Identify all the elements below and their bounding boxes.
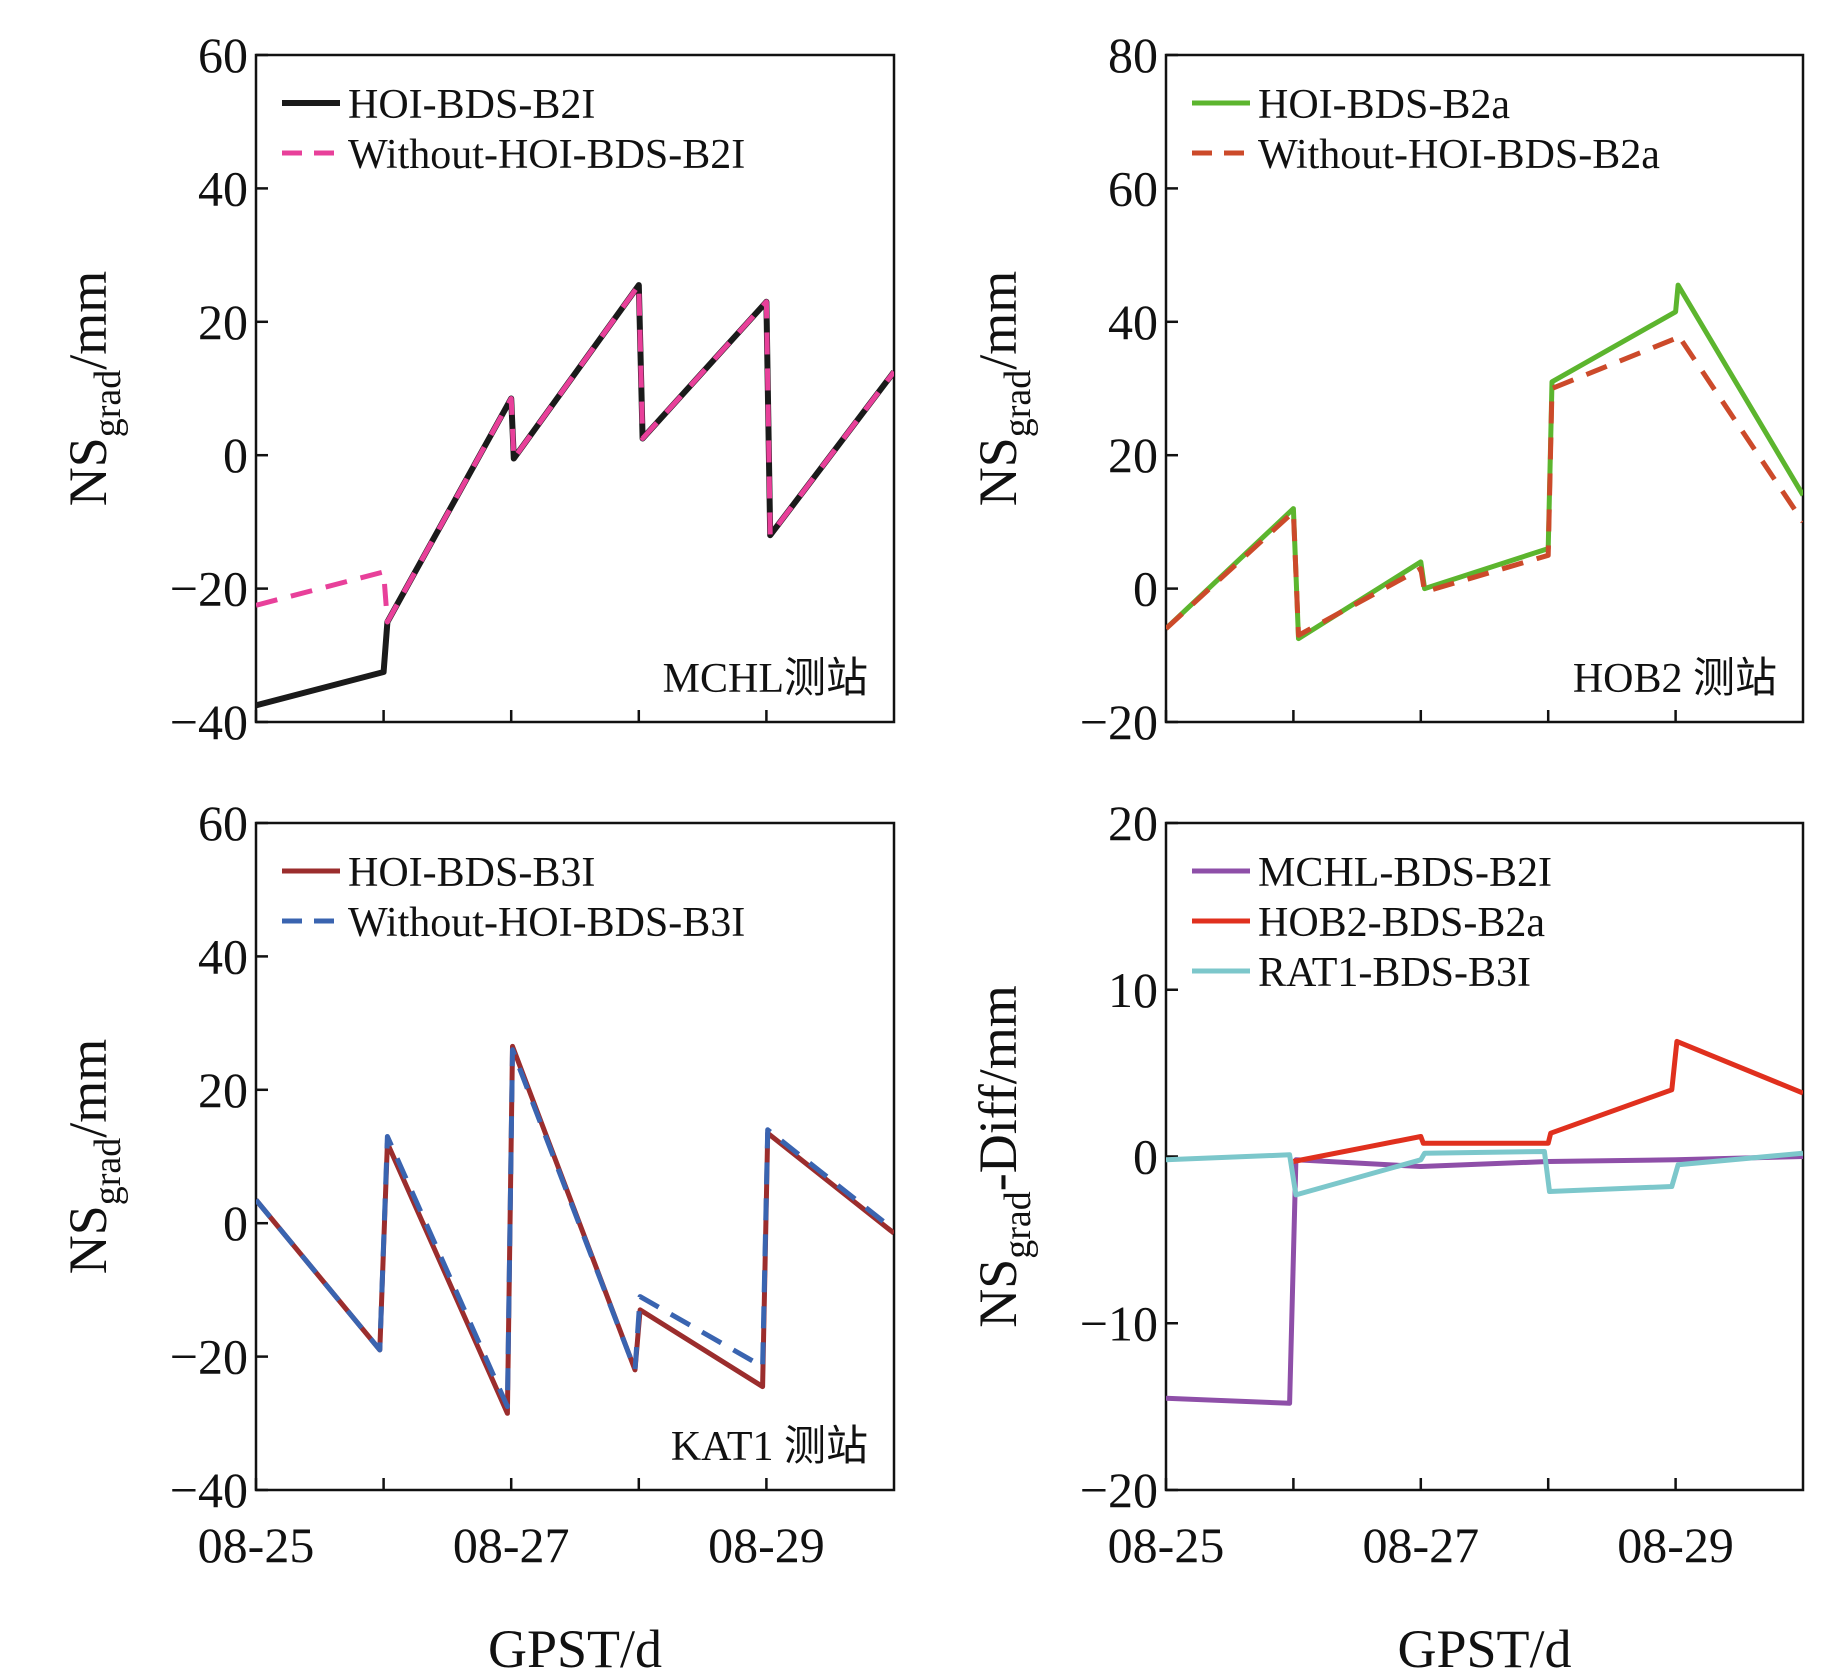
x-tick-label: 08-29: [708, 1517, 825, 1573]
x-axis-label: GPST/d: [1397, 1619, 1571, 1677]
y-tick-label: 20: [1108, 427, 1158, 483]
y-axis-label-main: NS: [58, 437, 118, 506]
x-tick-label: 08-27: [453, 1517, 570, 1573]
station-label: HOB2 测站: [1573, 656, 1777, 702]
y-tick-label: 0: [1133, 561, 1158, 617]
legend-label: Without-HOI-BDS-B2I: [348, 132, 745, 178]
y-axis-label-unit: /mm: [58, 271, 118, 370]
chart-panel-bottom-right: −20 −10 0 10 20 08-25 08-27 08-29 GPST/d NSgrad-D…: [968, 795, 1805, 1677]
y-tick-label: −20: [170, 1329, 248, 1385]
legend-label: HOI-BDS-B2I: [348, 82, 595, 128]
legend-label: Without-HOI-BDS-B2a: [1258, 132, 1660, 178]
legend-label: HOB2-BDS-B2a: [1258, 900, 1545, 946]
x-tick-label: 08-25: [1108, 1517, 1225, 1573]
y-axis-label-unit: -Diff/mm: [968, 985, 1028, 1191]
y-tick-label: −40: [170, 694, 248, 750]
y-axis-label: NSgrad/mm: [58, 271, 129, 507]
chart-panel-top-right: −20 0 20 40 60 80 NSgrad/mm HOI-BDS-B2aWithout-…: [968, 27, 1805, 750]
y-tick-label: 0: [223, 1195, 248, 1251]
y-tick-label: 40: [1108, 294, 1158, 350]
legend-label: MCHL-BDS-B2I: [1258, 850, 1552, 896]
y-tick-label: 10: [1108, 962, 1158, 1018]
y-tick-label: 60: [1108, 160, 1158, 216]
series-line-Without-HOI-BDS-B2I: [256, 282, 894, 625]
x-tick-label: 08-27: [1362, 1517, 1479, 1573]
series-line-RAT1-BDS-B3I: [1166, 1149, 1803, 1198]
y-tick-label: 80: [1108, 27, 1158, 83]
y-axis-label-main: NS: [968, 437, 1028, 506]
chart-panel-top-left: −40 −20 0 20 40 60 NSgrad/mm HOI-BDS-B2IWithout…: [58, 27, 896, 750]
y-tick-label: 40: [198, 160, 248, 216]
y-tick-label: −20: [170, 561, 248, 617]
legend-label: RAT1-BDS-B3I: [1258, 950, 1531, 996]
series-line-HOB2-BDS-B2a: [1292, 1038, 1803, 1164]
y-tick-label: 20: [198, 1062, 248, 1118]
plot-frame: [254, 53, 896, 724]
y-tick-label: 60: [198, 27, 248, 83]
y-tick-label: 20: [1108, 795, 1158, 851]
y-tick-label: −20: [1080, 1462, 1158, 1518]
legend-label: Without-HOI-BDS-B3I: [348, 900, 745, 946]
station-label: KAT1 测站: [671, 1424, 868, 1470]
x-tick-label: 08-29: [1617, 1517, 1734, 1573]
y-axis-label: NSgrad/mm: [968, 271, 1039, 507]
x-axis-label: GPST/d: [488, 1619, 662, 1677]
legend-label: HOI-BDS-B2a: [1258, 82, 1510, 128]
y-tick-label: 60: [198, 795, 248, 851]
series-line-HOI-BDS-B3I: [256, 1043, 894, 1416]
y-axis-label: NSgrad-Diff/mm: [968, 985, 1039, 1328]
y-axis-label-subscript: grad: [87, 370, 129, 438]
station-label: MCHL测站: [663, 656, 868, 702]
series-line-Without-HOI-BDS-B3I: [256, 1047, 894, 1410]
y-tick-label: −20: [1080, 694, 1158, 750]
y-axis-label-unit: /mm: [968, 271, 1028, 370]
y-tick-label: −40: [170, 1462, 248, 1518]
plot-frame: [1164, 53, 1805, 724]
y-tick-label: 0: [223, 427, 248, 483]
y-axis-label: NSgrad/mm: [58, 1039, 129, 1275]
legend-label: HOI-BDS-B3I: [348, 850, 595, 896]
y-tick-label: −10: [1080, 1295, 1158, 1351]
y-tick-label: 0: [1133, 1129, 1158, 1185]
y-axis-label-subscript: grad: [997, 1191, 1039, 1259]
y-tick-label: 40: [198, 928, 248, 984]
series-line-HOI-BDS-B2I: [256, 282, 894, 709]
y-axis-label-main: NS: [968, 1259, 1028, 1328]
x-tick-label: 08-25: [198, 1517, 315, 1573]
chart-panel-bottom-left: −40 −20 0 20 40 60 08-25 08-27 08-29 GPST/d NSgrad…: [58, 795, 896, 1677]
y-tick-label: 20: [198, 294, 248, 350]
y-axis-label-subscript: grad: [997, 370, 1039, 438]
y-axis-label-subscript: grad: [87, 1138, 129, 1206]
series-line-HOI-BDS-B2a: [1166, 282, 1803, 642]
y-axis-label-main: NS: [58, 1205, 118, 1274]
series-line-MCHL-BDS-B2I: [1166, 1154, 1803, 1406]
series-line-Without-HOI-BDS-B2a: [1166, 332, 1803, 638]
y-axis-label-unit: /mm: [58, 1039, 118, 1138]
plot-frame: [254, 821, 896, 1492]
